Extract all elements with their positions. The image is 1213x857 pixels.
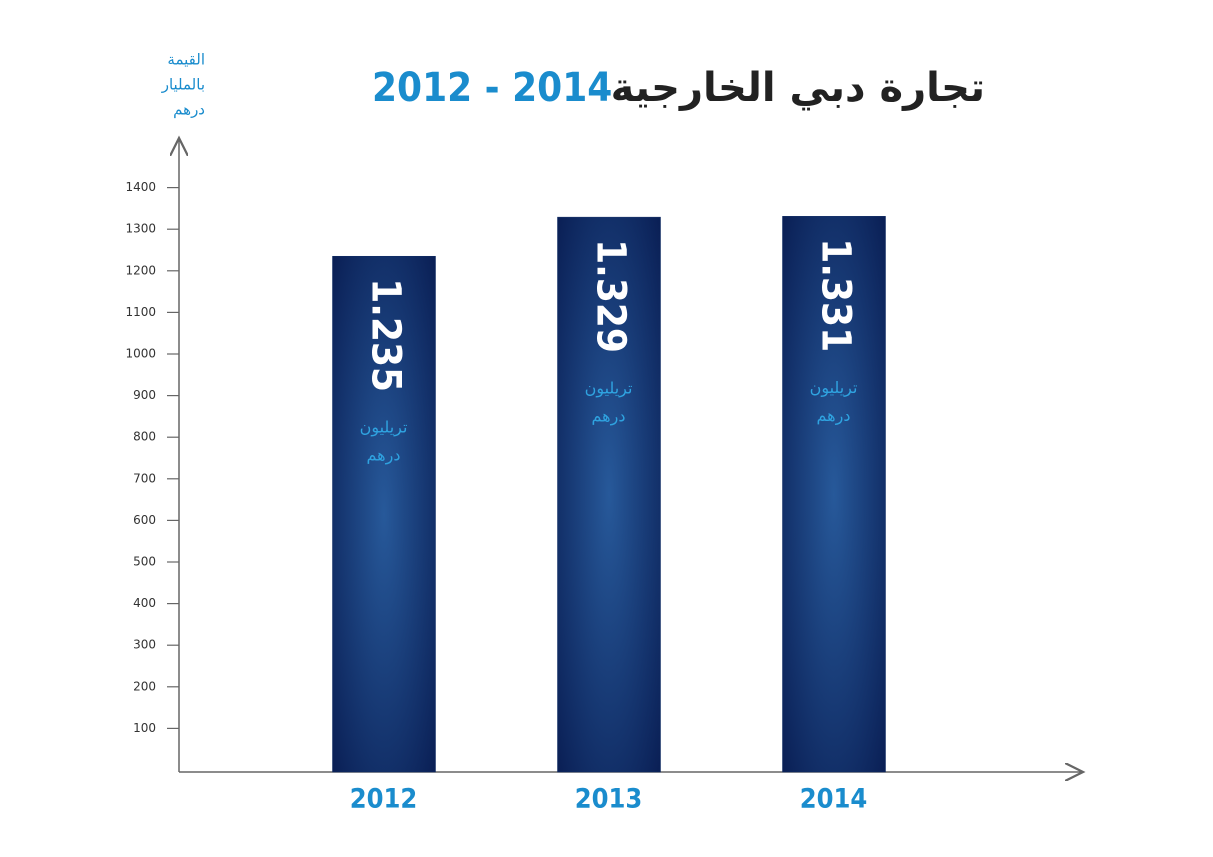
unit-label: تريليون <box>360 418 408 438</box>
x-tick-label: 2014 <box>800 784 868 815</box>
y-tick-label: 400 <box>133 596 156 610</box>
y-tick-label: 800 <box>133 430 156 444</box>
y-axis-label: القيمة <box>167 51 205 69</box>
chart-title: تجارة دبي الخارجية <box>611 65 985 111</box>
y-tick-label: 300 <box>133 638 156 652</box>
x-tick-label: 2013 <box>575 784 643 815</box>
y-tick-label: 500 <box>133 555 156 569</box>
y-tick-label: 600 <box>133 513 156 527</box>
chart-title-years: 2012 - 2014 <box>372 65 612 111</box>
unit-label: درهم <box>367 446 401 466</box>
y-tick-label: 1000 <box>125 347 156 361</box>
unit-label: درهم <box>817 406 851 426</box>
x-tick-label: 2012 <box>350 784 418 815</box>
y-tick-label: 1200 <box>125 263 156 277</box>
data-label: 1.235 <box>363 278 409 392</box>
y-tick-label: 1400 <box>125 180 156 194</box>
y-tick-label: 200 <box>133 679 156 693</box>
y-tick-label: 1100 <box>125 305 156 319</box>
unit-label: درهم <box>592 407 626 427</box>
y-axis-label: بالمليار <box>161 76 205 94</box>
y-tick-label: 100 <box>133 721 156 735</box>
y-axis-label: درهم <box>173 101 205 119</box>
bar <box>557 216 661 773</box>
y-tick-label: 900 <box>133 388 156 402</box>
y-tick-label: 1300 <box>125 222 156 236</box>
data-label: 1.331 <box>813 238 859 352</box>
unit-label: تريليون <box>810 378 858 398</box>
data-label: 1.329 <box>588 239 634 353</box>
bar <box>782 216 886 773</box>
unit-label: تريليون <box>585 379 633 399</box>
bar <box>332 255 436 773</box>
y-tick-label: 700 <box>133 471 156 485</box>
